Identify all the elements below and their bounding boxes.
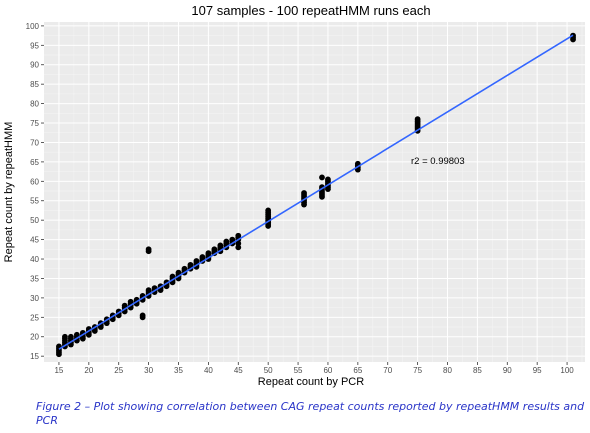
y-tick-label: 30: [30, 294, 39, 303]
y-tick-label: 25: [30, 313, 39, 322]
y-tick-label: 15: [30, 352, 39, 361]
x-tick-label: 25: [114, 366, 123, 375]
x-tick-label: 85: [473, 366, 482, 375]
x-tick-label: 80: [443, 366, 452, 375]
x-tick-label: 65: [353, 366, 362, 375]
data-point: [121, 302, 128, 309]
r2-annotation: r2 = 0.99803: [411, 156, 465, 167]
y-tick-label: 90: [30, 61, 39, 70]
x-tick-label: 15: [54, 366, 63, 375]
data-point: [265, 207, 272, 214]
y-tick-label: 80: [30, 100, 39, 109]
regression-line: [58, 34, 574, 350]
y-tick-label: 40: [30, 255, 39, 264]
y-tick-label: 100: [26, 22, 40, 31]
grid-minor: [44, 22, 585, 362]
y-tick-label: 70: [30, 138, 39, 147]
data-point: [199, 254, 206, 260]
x-tick-label: 60: [323, 366, 332, 375]
data-point: [175, 269, 182, 276]
data-point: [169, 273, 176, 280]
data-point: [319, 174, 325, 181]
data-point: [193, 258, 200, 264]
data-point: [229, 236, 236, 243]
data-point: [145, 287, 152, 294]
x-axis: 15 20 25 30 35 40 45 50 55 60 65 70 75 80 85 90 95 100: [54, 362, 574, 375]
data-point: [68, 333, 74, 340]
y-tick-label: 75: [30, 119, 39, 128]
x-tick-label: 55: [294, 366, 303, 375]
y-tick-label: 60: [30, 177, 39, 186]
y-tick-label: 95: [30, 41, 39, 50]
x-axis-label: Repeat count by PCR: [258, 376, 364, 388]
y-axis: 15 20 25 30 35 40 45 50 55 60 65 70 75 80 85 90 95 100: [26, 22, 44, 361]
data-point: [223, 238, 230, 245]
x-tick-label: 70: [383, 366, 392, 375]
y-tick-label: 85: [30, 80, 39, 89]
data-points: [56, 32, 576, 358]
data-point: [139, 312, 146, 319]
y-axis-label: Repeat count by repeatHMM: [3, 122, 15, 263]
y-tick-label: 20: [30, 333, 39, 342]
data-point: [325, 176, 331, 183]
x-tick-label: 75: [413, 366, 422, 375]
data-point: [217, 242, 224, 249]
x-tick-label: 100: [560, 366, 574, 375]
x-tick-label: 95: [533, 366, 542, 375]
y-tick-label: 45: [30, 236, 39, 245]
data-point: [211, 246, 218, 253]
x-tick-label: 35: [174, 366, 183, 375]
data-point: [205, 250, 212, 257]
x-tick-label: 40: [204, 366, 213, 375]
figure-caption: Figure 2 – Plot showing correlation betw…: [36, 400, 585, 427]
data-point: [235, 232, 242, 239]
scatter-chart: 107 samples - 100 repeatHMM runs each 15…: [3, 3, 585, 388]
data-point: [127, 298, 134, 305]
data-point: [414, 116, 421, 123]
data-point: [73, 331, 80, 338]
plot-panel: [44, 22, 585, 362]
x-tick-label: 30: [144, 366, 153, 375]
x-tick-label: 50: [264, 366, 273, 375]
data-point: [145, 246, 152, 253]
data-point: [62, 333, 68, 340]
chart-title: 107 samples - 100 repeatHMM runs each: [191, 3, 430, 18]
x-tick-label: 90: [503, 366, 512, 375]
data-point: [301, 190, 307, 196]
data-point: [187, 261, 194, 268]
x-tick-label: 45: [234, 366, 243, 375]
y-tick-label: 55: [30, 197, 39, 206]
y-tick-label: 50: [30, 216, 39, 225]
data-point: [181, 265, 188, 272]
x-tick-label: 20: [84, 366, 93, 375]
grid-major: [44, 22, 585, 362]
y-tick-label: 35: [30, 274, 39, 283]
y-tick-label: 65: [30, 158, 39, 167]
